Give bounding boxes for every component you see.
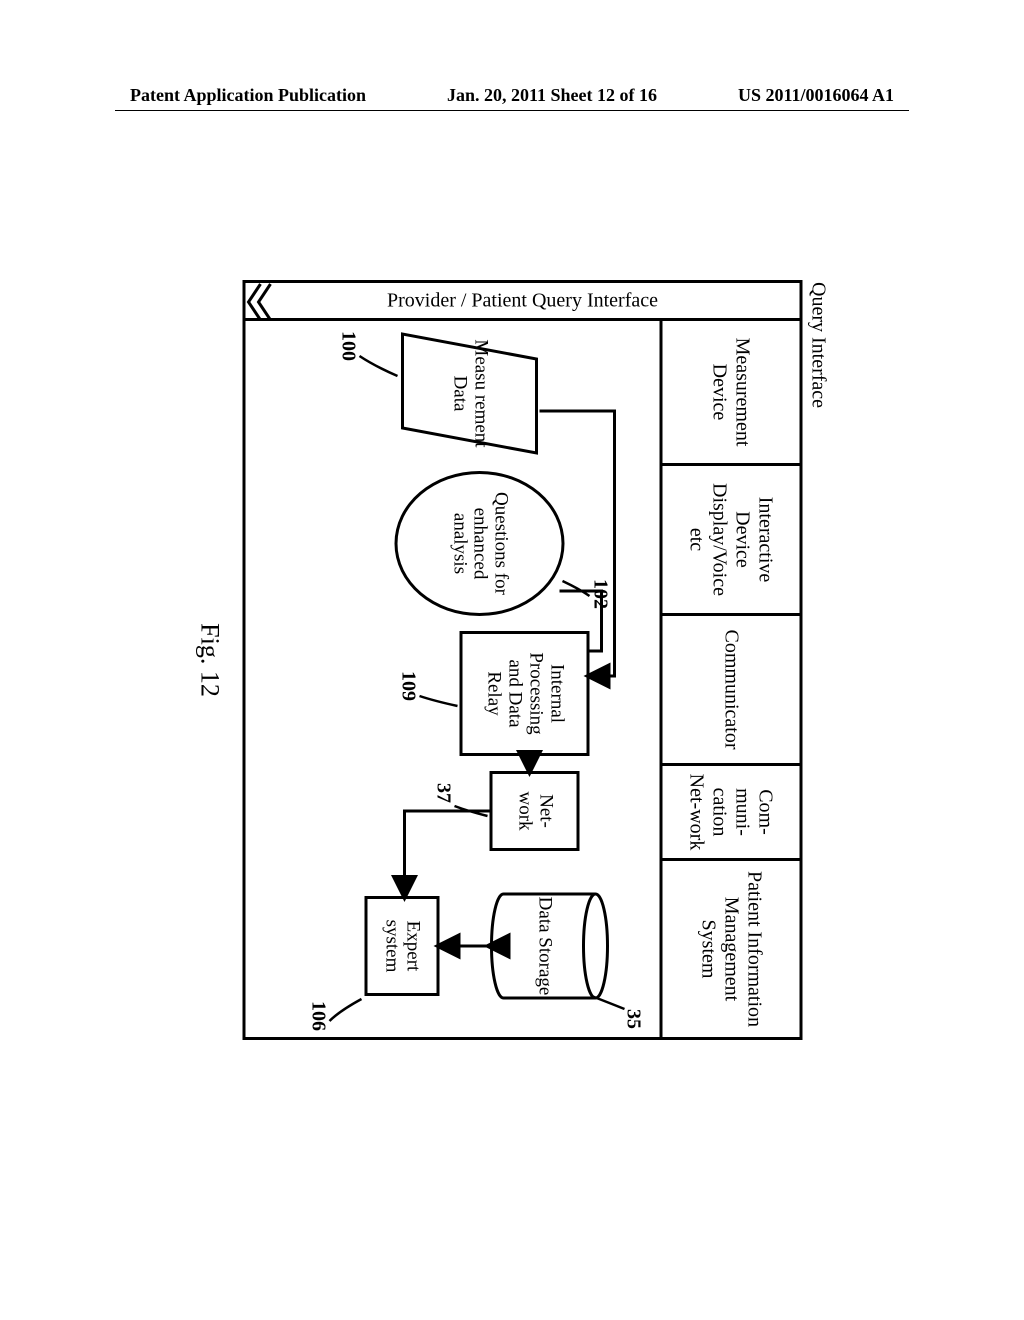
header-rule bbox=[115, 110, 909, 111]
header-left: Patent Application Publication bbox=[130, 85, 366, 106]
col-interactive-device: Interactive Device Display/Voice etc bbox=[663, 466, 800, 616]
ref-109: 109 bbox=[397, 671, 420, 701]
col-communicator: Communicator bbox=[663, 616, 800, 766]
diagram-rotated-container: Query Interface Provider / Patient Query… bbox=[195, 280, 830, 1040]
col-pims: Patient Information Management System bbox=[663, 861, 800, 1037]
col-label: Communicator bbox=[720, 630, 743, 750]
col-label: Measurement Device bbox=[708, 325, 754, 459]
figure-caption: Fig. 12 bbox=[195, 280, 225, 1040]
col-comm-network: Com-muni-cation Net-work bbox=[663, 766, 800, 861]
col-label: Interactive Device Display/Voice etc bbox=[685, 470, 777, 609]
ref-100: 100 bbox=[337, 331, 360, 361]
col-measurement-device: Measurement Device bbox=[663, 321, 800, 466]
left-column: Provider / Patient Query Interface bbox=[246, 283, 800, 321]
provider-patient-label: Provider / Patient Query Interface bbox=[387, 289, 658, 312]
col-label: Patient Information Management System bbox=[697, 865, 766, 1033]
flow-area: Measu rement Data Questions for enhanced… bbox=[246, 321, 660, 1037]
ref-106: 106 bbox=[307, 1001, 330, 1031]
ref-35: 35 bbox=[622, 1009, 645, 1029]
right-area: Measurement Device Interactive Device Di… bbox=[246, 321, 800, 1037]
chevron-icon bbox=[244, 281, 274, 323]
diagram: Query Interface Provider / Patient Query… bbox=[195, 280, 830, 1040]
header-row: Measurement Device Interactive Device Di… bbox=[660, 321, 800, 1037]
col-label: Com-muni-cation Net-work bbox=[685, 770, 777, 854]
header-right: US 2011/0016064 A1 bbox=[738, 85, 894, 106]
connectors bbox=[246, 321, 660, 1037]
ref-37: 37 bbox=[432, 783, 455, 803]
page-header: Patent Application Publication Jan. 20, … bbox=[0, 85, 1024, 106]
header-mid: Jan. 20, 2011 Sheet 12 of 16 bbox=[447, 85, 657, 106]
diagram-title: Query Interface bbox=[807, 282, 830, 1040]
ref-102: 102 bbox=[589, 579, 612, 609]
diagram-outer-frame: Provider / Patient Query Interface Measu… bbox=[243, 280, 803, 1040]
